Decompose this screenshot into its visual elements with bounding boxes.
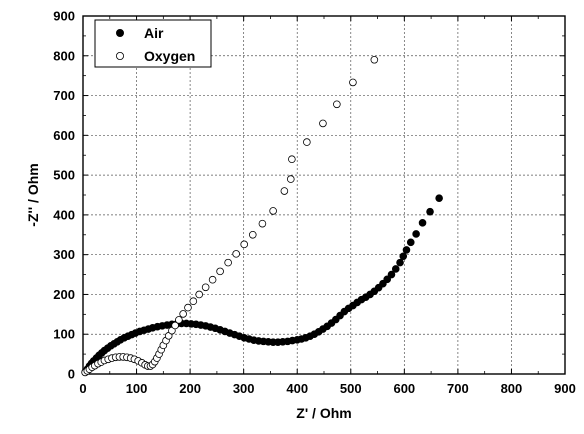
x-axis-title: Z' / Ohm: [296, 405, 351, 421]
data-point-oxygen: [171, 321, 179, 330]
data-point-oxygen: [258, 219, 267, 228]
plot-frame: [82, 15, 566, 375]
data-point-oxygen: [370, 55, 379, 64]
y-tick-label: 400: [53, 207, 75, 222]
legend: Air Oxygen: [94, 19, 212, 68]
x-tick-label: 500: [340, 381, 362, 396]
data-point-oxygen: [175, 316, 183, 324]
data-point-oxygen: [189, 297, 198, 306]
data-point-oxygen: [208, 275, 217, 284]
data-point-air: [383, 275, 391, 284]
x-tick-label: 800: [501, 381, 523, 396]
data-point-air: [418, 219, 427, 227]
x-tick-label: 900: [554, 381, 576, 396]
data-point-air: [391, 265, 400, 273]
y-tick-label: 600: [53, 128, 75, 143]
data-point-oxygen: [248, 230, 257, 239]
data-point-air: [387, 270, 396, 279]
data-point-oxygen: [224, 258, 232, 267]
series-layer: [81, 55, 443, 377]
y-tick-label: 500: [53, 168, 75, 183]
data-point-oxygen: [280, 187, 289, 195]
data-point-oxygen: [333, 100, 341, 109]
legend-marker-air: [116, 28, 125, 37]
x-tick-label: 0: [79, 381, 86, 396]
data-point-air: [435, 194, 443, 202]
x-tick-label: 100: [126, 381, 148, 396]
data-point-oxygen: [349, 78, 357, 87]
data-point-air: [402, 246, 411, 254]
data-point-air: [412, 230, 420, 238]
y-tick-label: 300: [53, 247, 75, 262]
data-point-oxygen: [216, 267, 224, 276]
data-point-air: [426, 207, 434, 216]
x-tick-label: 600: [393, 381, 415, 396]
data-point-oxygen: [179, 310, 187, 318]
data-point-oxygen: [269, 207, 277, 215]
legend-label-oxygen: Oxygen: [144, 48, 195, 64]
y-tick-label: 100: [53, 327, 75, 342]
axis-ticks: 0 100 200 300 400 500 600 700 800 900 0 100 200 300 40…: [53, 9, 576, 397]
data-point-oxygen: [195, 290, 204, 299]
legend-marker-oxygen: [116, 52, 125, 61]
grid: [83, 16, 565, 374]
y-tick-label: 700: [53, 88, 75, 103]
y-tick-label: 900: [53, 9, 75, 24]
series-oxygen: [81, 55, 379, 377]
data-point-oxygen: [184, 303, 192, 312]
data-point-oxygen: [240, 240, 249, 249]
y-axis-title: -Z'' / Ohm: [25, 163, 41, 226]
x-tick-label: 700: [447, 381, 469, 396]
data-point-oxygen: [232, 250, 240, 258]
legend-box: [94, 19, 212, 68]
y-tick-label: 800: [53, 48, 75, 63]
data-point-oxygen: [286, 175, 295, 183]
data-point-air: [399, 252, 408, 261]
data-point-air: [406, 238, 415, 247]
data-point-air: [396, 258, 404, 267]
x-tick-label: 400: [286, 381, 308, 396]
data-point-oxygen: [319, 119, 327, 128]
data-point-oxygen: [201, 283, 210, 292]
data-point-oxygen: [288, 155, 296, 164]
legend-label-air: Air: [144, 25, 164, 41]
x-tick-label: 200: [179, 381, 201, 396]
data-point-oxygen: [303, 138, 311, 146]
y-tick-label: 200: [53, 287, 75, 302]
y-tick-label: 0: [68, 367, 75, 382]
x-tick-label: 300: [233, 381, 255, 396]
